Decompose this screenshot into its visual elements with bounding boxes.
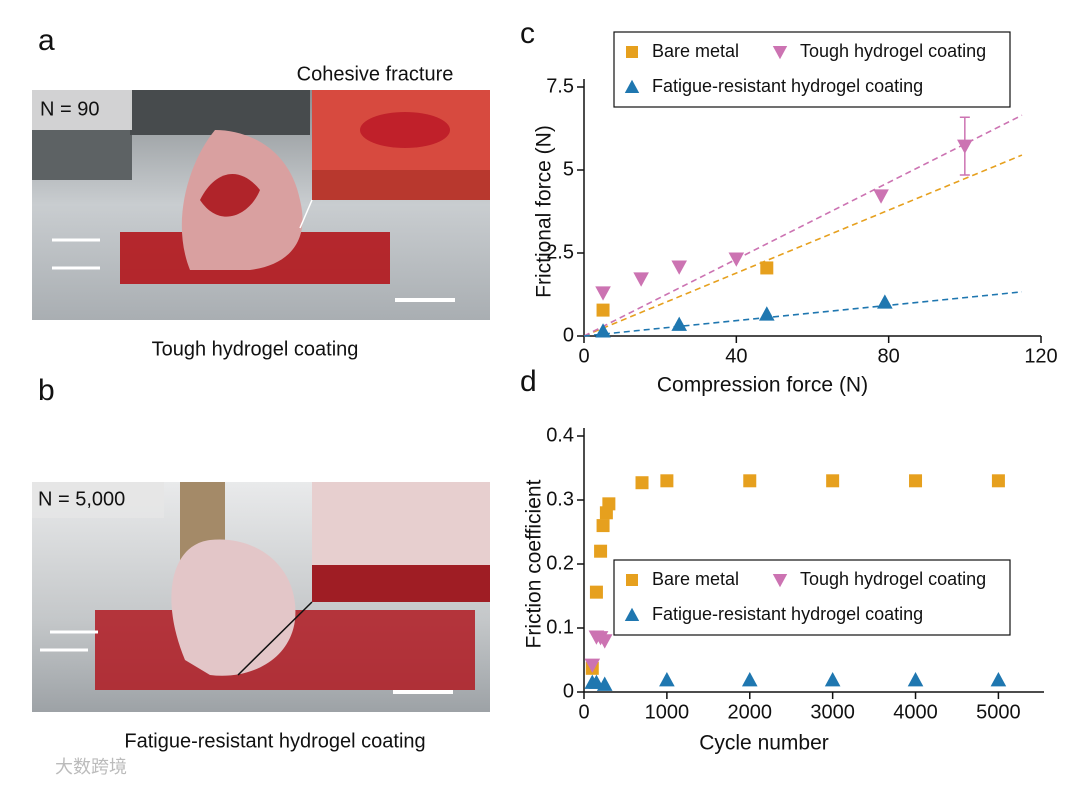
data-point [741,672,758,687]
x-tick-label: 120 [1024,345,1057,367]
legend-label: Tough hydrogel coating [800,569,986,589]
x-tick-label: 4000 [893,701,938,723]
data-point [909,474,923,488]
data-point [728,252,745,267]
data-point [743,474,757,488]
data-point [759,306,775,321]
x-tick-label: 80 [878,345,900,367]
panel-label: b [38,374,55,407]
data-point [990,672,1007,687]
y-tick-label: 0.3 [546,488,574,510]
y-tick-label: 0 [563,324,574,346]
fit-line [583,154,1023,337]
data-point [907,672,924,687]
photo-label: N = 5,000 [38,488,125,510]
inset-caption: Cohesive fracture [297,63,454,85]
panel-label: d [520,365,537,398]
data-point [633,272,649,287]
photo-caption: Tough hydrogel coating [152,338,359,360]
x-tick-label: 0 [578,701,589,723]
photo-caption: Fatigue-resistant hydrogel coating [124,730,425,752]
data-point [594,544,608,558]
y-tick-label: 5 [563,158,574,180]
data-point [602,497,616,511]
data-point [671,316,688,331]
x-tick-label: 0 [578,345,589,367]
x-tick-label: 40 [725,345,747,367]
legend-box [613,31,1011,108]
legend-label: Fatigue-resistant hydrogel coating [652,76,923,96]
data-point [659,672,675,687]
data-point [596,303,610,317]
legend-marker [624,79,640,93]
data-point [957,139,973,154]
data-point [760,261,774,275]
x-tick-label: 3000 [810,701,855,723]
data-point [635,476,649,490]
data-point [671,260,688,275]
photo-label: N = 90 [40,98,99,120]
fit-line [583,291,1023,337]
legend-box [613,559,1011,636]
data-point [824,672,841,687]
panel-label: a [38,24,55,57]
y-axis-label: Frictional force (N) [533,125,556,298]
data-point [991,474,1005,488]
x-axis-label: Compression force (N) [657,374,868,397]
legend-label: Bare metal [652,569,739,589]
legend-marker [772,46,788,60]
photo-b [32,482,490,712]
data-point [826,474,840,488]
data-point [595,286,611,301]
data-point [660,474,674,488]
legend-label: Tough hydrogel coating [800,41,986,61]
panel-label: c [520,17,535,50]
legend-marker [626,574,638,586]
data-point [596,519,610,533]
data-point [589,585,603,599]
data-point [595,323,611,338]
legend-marker [624,607,640,621]
data-point [596,676,613,691]
y-tick-label: 2.5 [546,241,574,263]
watermark: 大数跨境 [55,757,127,777]
y-tick-label: 0.2 [546,552,574,574]
data-point [873,189,889,204]
fit-line [583,114,1023,337]
y-tick-label: 0.4 [546,424,574,446]
y-tick-label: 0 [563,680,574,702]
legend-label: Fatigue-resistant hydrogel coating [652,604,923,624]
photo-a [32,90,490,320]
legend-label: Bare metal [652,41,739,61]
y-tick-label: 7.5 [546,75,574,97]
x-tick-label: 5000 [976,701,1021,723]
data-point [877,294,893,309]
x-tick-label: 1000 [645,701,690,723]
x-tick-label: 2000 [728,701,773,723]
data-point [584,658,601,673]
y-tick-label: 0.1 [546,616,574,638]
data-point [596,634,613,649]
legend-marker [772,574,788,588]
x-axis-label: Cycle number [699,732,829,755]
legend-marker [626,46,638,58]
y-axis-label: Friction coefficient [523,479,546,648]
